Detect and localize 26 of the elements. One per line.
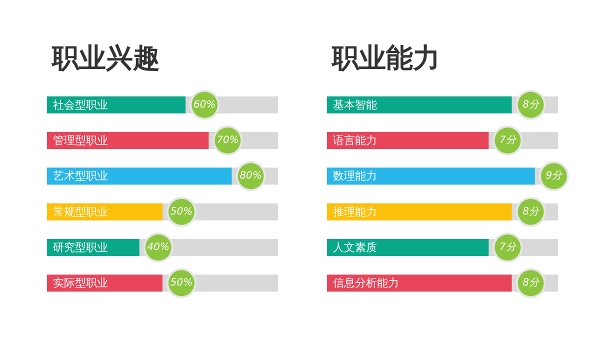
data-label: 40% <box>147 242 170 253</box>
data-label: 70% <box>216 135 239 146</box>
data-label: 9分 <box>546 170 564 182</box>
y-tick-label: 研究型职业 <box>53 241 108 254</box>
data-label: 8分 <box>522 276 540 289</box>
y-tick-label: 社会型职业 <box>53 98 108 112</box>
data-label: 7分 <box>500 134 517 146</box>
y-tick-label: 实际型职业 <box>53 276 108 290</box>
data-label: 8分 <box>522 98 540 110</box>
y-tick-label: 管理型职业 <box>53 134 108 147</box>
chart-title: 职业能力 <box>331 43 440 74</box>
y-tick-label: 推理能力 <box>333 205 377 218</box>
y-tick-label: 人文素质 <box>333 241 377 254</box>
data-label: 7分 <box>500 241 517 253</box>
y-tick-label: 基本智能 <box>333 98 377 112</box>
data-label: 60% <box>193 99 216 110</box>
data-label: 50% <box>170 278 193 289</box>
y-tick-label: 语言能力 <box>333 134 377 147</box>
data-label: 8分 <box>522 205 540 218</box>
y-tick-label: 信息分析能力 <box>333 276 399 290</box>
y-tick-label: 艺术型职业 <box>53 170 108 183</box>
y-tick-label: 数理能力 <box>333 170 377 183</box>
data-label: 50% <box>170 206 193 218</box>
data-label: 80% <box>240 170 262 182</box>
y-tick-label: 常规型职业 <box>53 205 108 218</box>
chart-title: 职业兴趣 <box>51 43 160 74</box>
